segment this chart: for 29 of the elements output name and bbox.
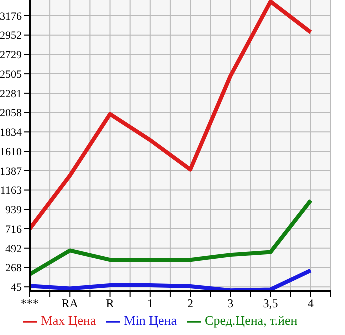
x-tick-label: 3	[228, 296, 234, 311]
y-tick-label: 268	[6, 262, 22, 275]
x-tick-label: 3,5	[263, 296, 278, 311]
y-tick-label: 1163	[0, 185, 22, 198]
x-tick-label: 1	[147, 296, 154, 311]
y-tick-label: 1387	[0, 166, 22, 178]
y-tick-label: 45	[11, 282, 22, 294]
line-series	[30, 0, 313, 231]
y-tick-label: 492	[6, 243, 22, 256]
y-tick-label: 2058	[0, 108, 22, 120]
y-tick-label: 2729	[0, 50, 22, 62]
legend-label: Сред.Цена, т.йен	[205, 313, 298, 328]
x-tick-label: ***	[21, 296, 39, 311]
y-tick-label: 1610	[0, 146, 22, 158]
y-tick-label: 1834	[0, 127, 22, 140]
x-tick-label: R	[106, 296, 114, 311]
y-tick-label: 2281	[0, 88, 22, 100]
y-tick-label: 2952	[0, 30, 22, 42]
x-tick-label: 2	[188, 296, 194, 311]
x-tick-label: 4	[308, 296, 314, 311]
x-tick-label: RA	[62, 296, 79, 311]
y-tick-label: 939	[6, 204, 22, 217]
legend-label: Min Цена	[124, 313, 178, 328]
y-tick-label: 3176	[0, 10, 22, 23]
line-series	[30, 268, 313, 291]
legend-label: Max Цена	[41, 313, 96, 328]
y-tick-label: 716	[6, 224, 22, 236]
line-series	[30, 198, 313, 277]
y-tick-label: 2505	[0, 68, 22, 81]
